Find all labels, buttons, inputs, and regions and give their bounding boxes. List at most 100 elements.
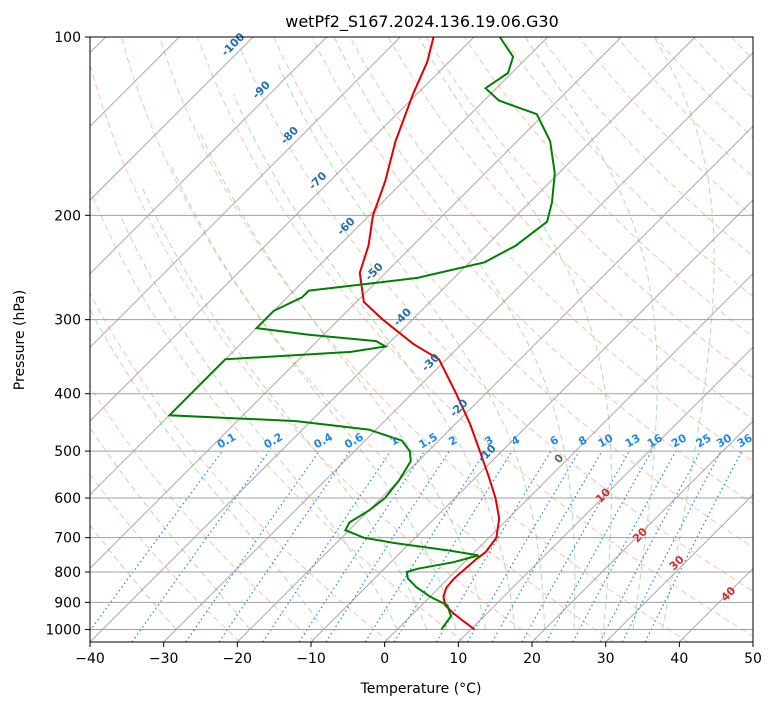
x-tick-label: −10 bbox=[296, 651, 326, 667]
wetbulb-label: 30 bbox=[667, 553, 687, 573]
mixing-ratio-line bbox=[466, 450, 580, 642]
mixing-ratio-label: 20 bbox=[669, 431, 689, 450]
mixing-ratio-label: 16 bbox=[645, 431, 665, 450]
dry-adiabat-line bbox=[235, 37, 753, 592]
y-axis-label: Pressure (hPa) bbox=[12, 290, 28, 390]
dry-adiabat-line bbox=[502, 37, 753, 298]
mixing-ratio-line bbox=[545, 450, 653, 642]
mixing-ratio-label: 0.2 bbox=[262, 430, 285, 451]
wetbulb-label: 0 bbox=[552, 451, 567, 466]
x-tick-label: −30 bbox=[149, 651, 179, 667]
isotherm-line bbox=[90, 37, 696, 642]
y-tick-label: 200 bbox=[54, 208, 81, 224]
mixing-ratio-label: 8 bbox=[576, 433, 589, 448]
isotherm-line bbox=[678, 567, 753, 642]
mixing-ratio-label: 13 bbox=[623, 431, 643, 450]
dry-adiabat-line bbox=[159, 37, 689, 642]
dewpoint-profile bbox=[167, 37, 556, 630]
theta-label: -30 bbox=[419, 351, 442, 374]
profiles bbox=[167, 37, 556, 631]
isotherm-line bbox=[605, 493, 753, 642]
x-axis: −40 −30 −20 −10 0 10 20 30 40 50 bbox=[75, 642, 762, 667]
isotherm-line bbox=[90, 37, 401, 349]
moist-adiabat-line bbox=[276, 61, 546, 630]
chart-title: wetPf2_S167.2024.136.19.06.G30 bbox=[285, 12, 559, 32]
isotherm-line bbox=[90, 37, 254, 201]
x-tick-label: 40 bbox=[670, 651, 688, 667]
dry-adiabat-line bbox=[90, 62, 540, 642]
y-tick-label: 800 bbox=[54, 565, 81, 581]
isotherm-line bbox=[236, 125, 753, 642]
mixing-ratio-line bbox=[262, 450, 392, 642]
isotherm-line bbox=[752, 641, 753, 642]
dry-adiabat-line bbox=[464, 37, 753, 338]
x-tick-label: −40 bbox=[75, 651, 105, 667]
moist-adiabat-line bbox=[170, 165, 457, 630]
y-tick-label: 500 bbox=[54, 444, 81, 460]
theta-label: -80 bbox=[278, 124, 301, 147]
y-tick-label: 1000 bbox=[45, 622, 81, 638]
theta-label: -60 bbox=[334, 214, 357, 237]
isotherm-line bbox=[90, 37, 622, 570]
y-axis: 100 200 300 400 500 600 700 800 900 1000 bbox=[45, 30, 90, 638]
mixing-ratio-label: 0.1 bbox=[215, 430, 238, 451]
dry-adiabat-line bbox=[90, 188, 465, 642]
isotherm-line bbox=[310, 199, 753, 642]
isotherm-line bbox=[384, 272, 753, 642]
wetbulb-label: 40 bbox=[718, 584, 738, 604]
y-tick-label: 300 bbox=[54, 313, 81, 329]
theta-label: -70 bbox=[306, 169, 329, 192]
mixing-ratio-line bbox=[621, 450, 722, 642]
dry-adiabat-line bbox=[654, 37, 753, 139]
background-lines bbox=[90, 37, 775, 642]
dry-adiabat-line bbox=[540, 37, 753, 257]
dry-adiabat-line bbox=[387, 37, 753, 420]
dry-adiabat-line bbox=[273, 37, 753, 548]
line-labels: -100-90-80-70-60-50-40-30-20-100.1 0.2 0.4… bbox=[215, 30, 755, 604]
mixing-ratio-line bbox=[599, 450, 702, 642]
temperature-profile bbox=[358, 37, 501, 631]
isotherm-line bbox=[531, 420, 753, 642]
dry-adiabat-line bbox=[311, 37, 753, 505]
isotherm-line bbox=[90, 37, 549, 496]
moist-adiabat-line bbox=[199, 132, 487, 630]
dry-adiabat-line bbox=[616, 37, 753, 178]
x-axis-label: Temperature (°C) bbox=[360, 681, 482, 697]
isotherm-line bbox=[90, 37, 475, 422]
dry-adiabat-line bbox=[90, 292, 390, 642]
mixing-ratio-label: 25 bbox=[694, 431, 714, 450]
dry-adiabat-line bbox=[692, 37, 753, 99]
mixing-ratio-label: 1.5 bbox=[416, 430, 439, 451]
x-tick-label: 10 bbox=[449, 651, 467, 667]
y-tick-label: 600 bbox=[54, 491, 81, 507]
x-tick-label: −20 bbox=[223, 651, 253, 667]
dry-adiabat-line bbox=[770, 37, 775, 642]
theta-label: -40 bbox=[391, 305, 414, 328]
isotherm-line bbox=[457, 346, 753, 642]
y-tick-label: 900 bbox=[54, 595, 81, 611]
moist-adiabat-line bbox=[119, 215, 398, 630]
mixing-ratio-line bbox=[644, 450, 743, 642]
isotherm-line bbox=[90, 37, 328, 275]
mixing-ratio-line bbox=[298, 450, 425, 642]
mixing-ratio-line bbox=[325, 450, 450, 642]
y-tick-label: 400 bbox=[54, 387, 81, 403]
y-tick-label: 700 bbox=[54, 531, 81, 547]
x-tick-label: 0 bbox=[380, 651, 389, 667]
x-tick-label: 20 bbox=[523, 651, 541, 667]
plot-frame bbox=[89, 36, 754, 643]
dry-adiabat-line bbox=[90, 385, 316, 642]
theta-label: -90 bbox=[250, 78, 273, 101]
mixing-ratio-line bbox=[185, 450, 320, 642]
wetbulb-label: 10 bbox=[593, 485, 613, 505]
moist-adiabat-line bbox=[232, 94, 516, 630]
x-tick-label: 50 bbox=[744, 651, 762, 667]
dry-adiabat-line bbox=[197, 37, 753, 637]
mixing-ratio-line bbox=[218, 450, 351, 642]
mixing-ratio-label: 10 bbox=[596, 431, 616, 450]
moist-adiabat-line bbox=[333, 37, 576, 630]
mixing-ratio-line bbox=[90, 450, 223, 632]
moist-adiabat-line bbox=[90, 308, 324, 630]
dry-adiabat-line bbox=[90, 473, 241, 642]
moist-adiabat-line bbox=[653, 37, 715, 630]
